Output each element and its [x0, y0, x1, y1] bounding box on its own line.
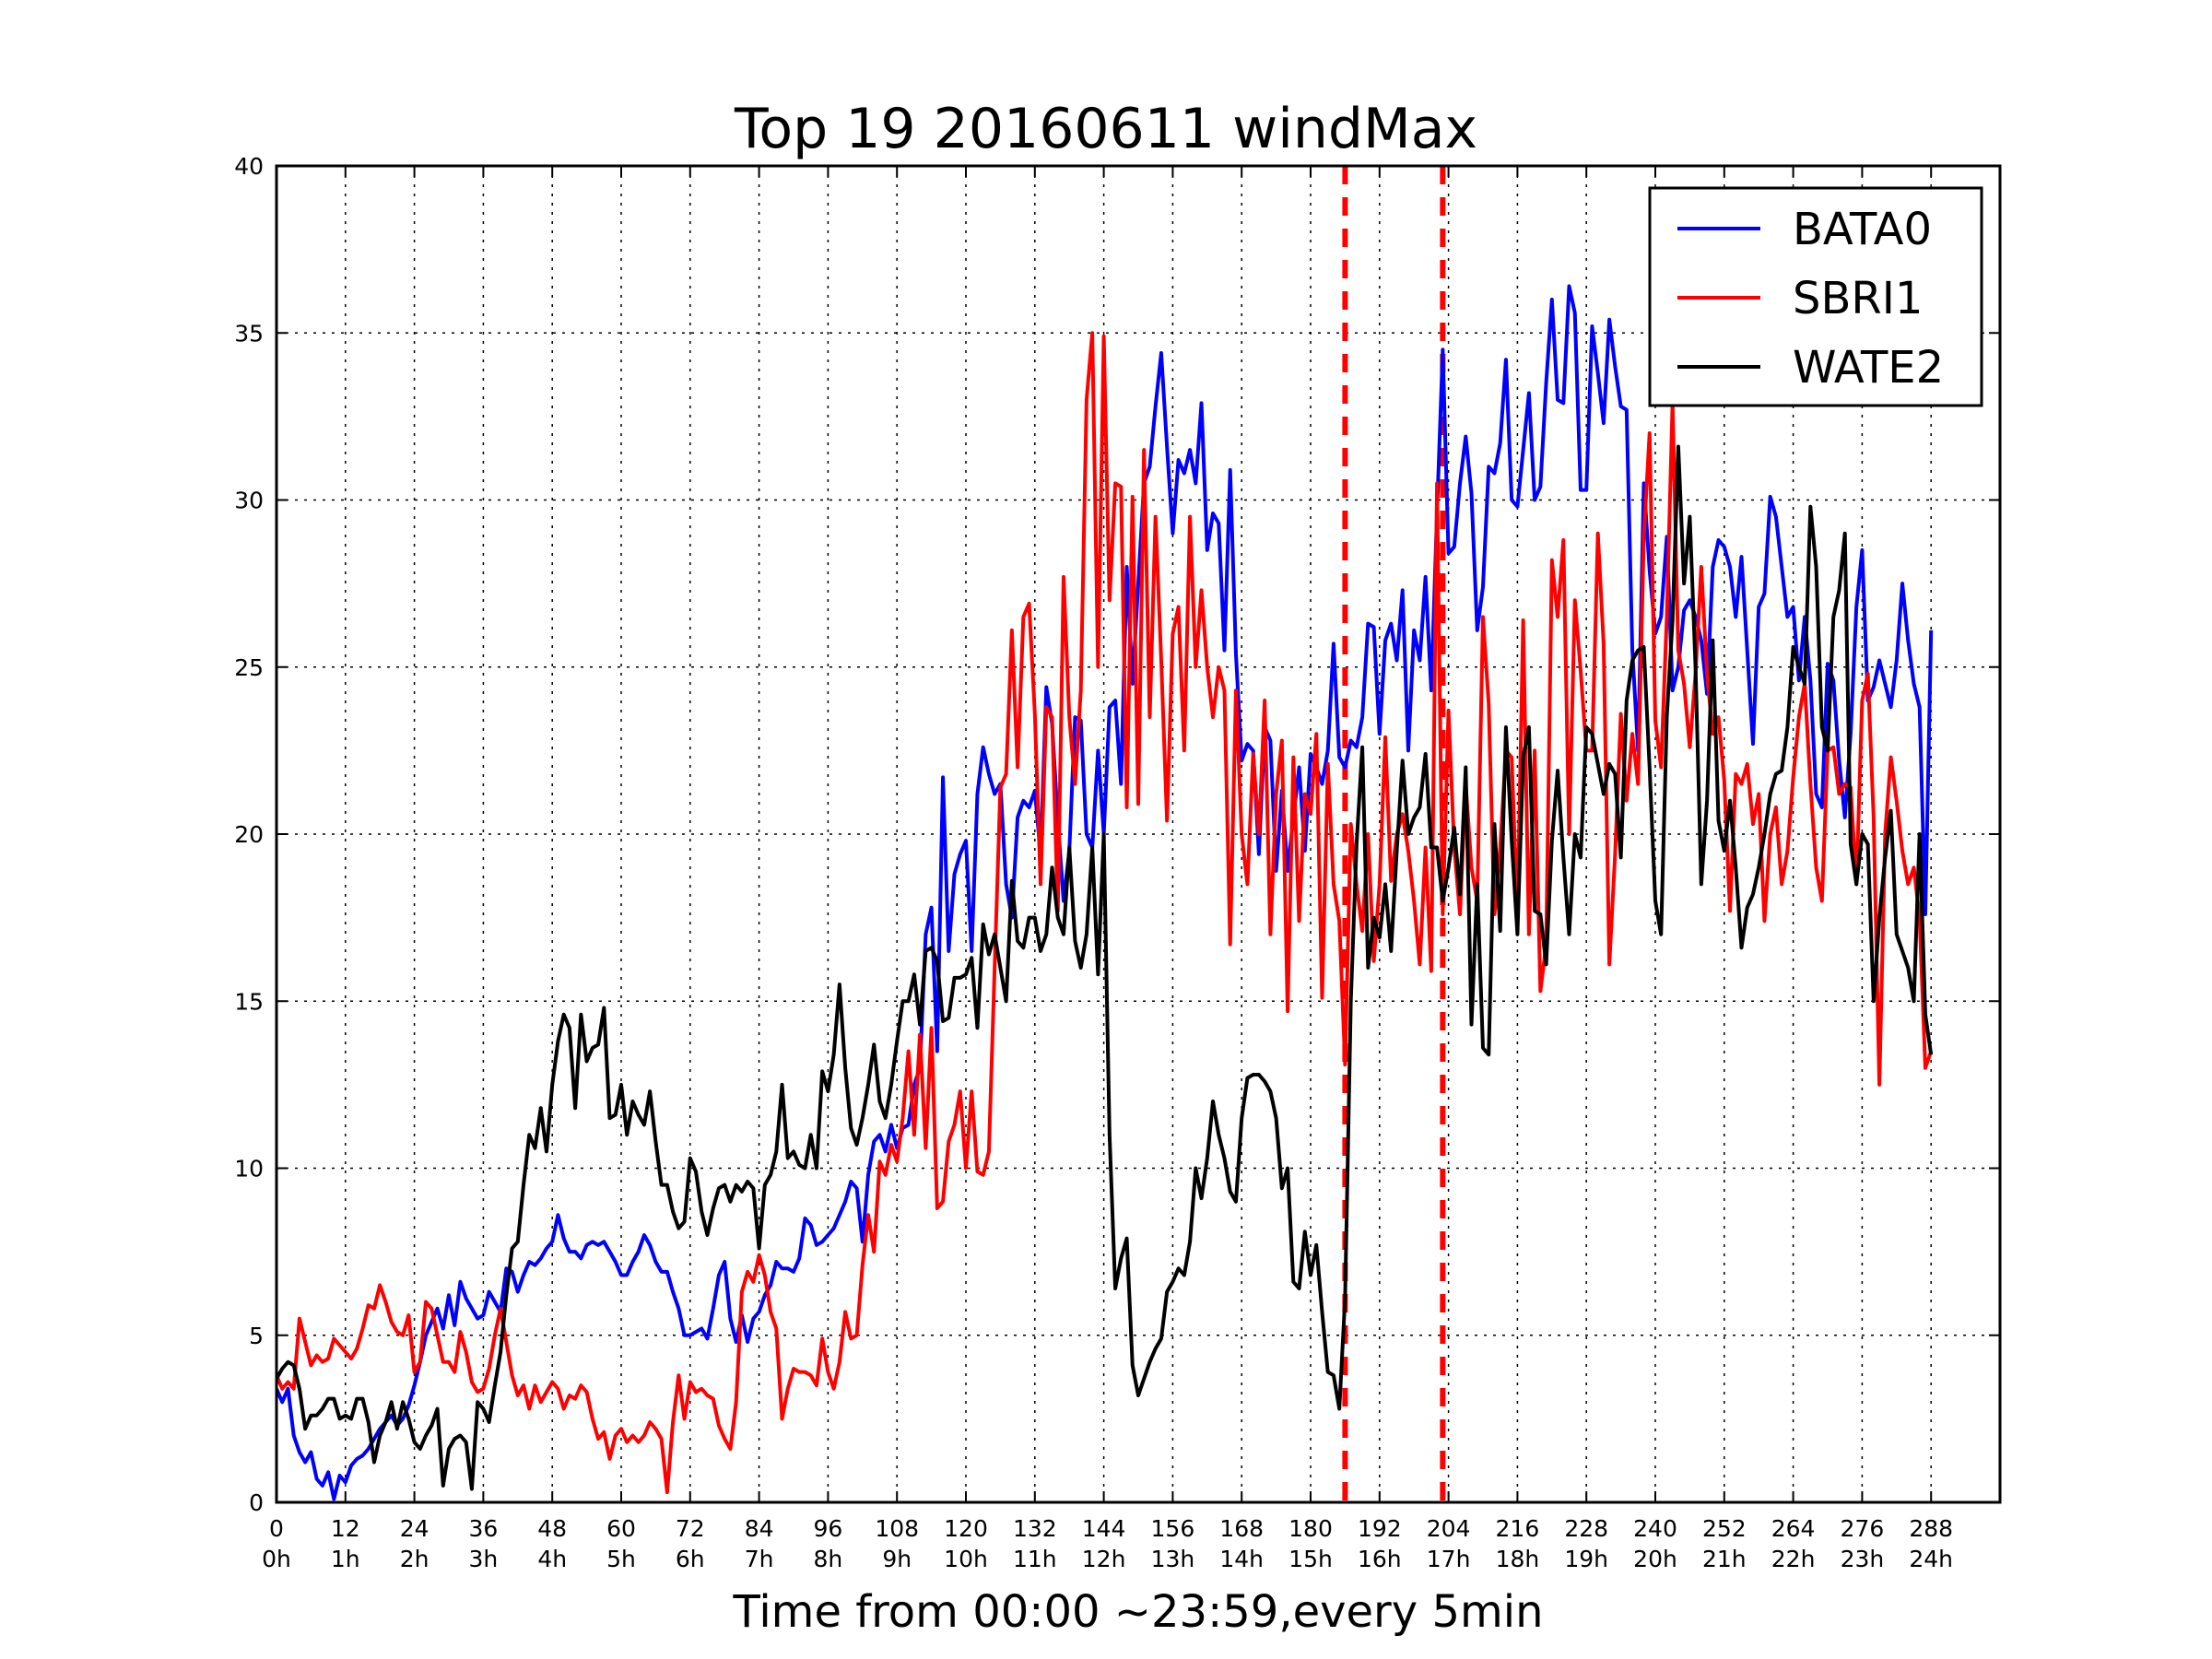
x-tick-sublabel: 17h — [1427, 1546, 1471, 1572]
x-tick-sublabel: 12h — [1082, 1546, 1126, 1572]
x-tick-label: 72 — [676, 1515, 705, 1542]
legend: BATA0 SBRI1 WATE2 — [1648, 186, 1983, 407]
series-line-sbri1 — [276, 331, 1934, 1495]
x-tick-sublabel: 16h — [1358, 1546, 1402, 1572]
y-tick-label: 40 — [234, 153, 264, 180]
x-tick-sublabel: 21h — [1702, 1546, 1747, 1572]
x-tick-label: 120 — [944, 1515, 988, 1542]
series-line-wate2 — [276, 444, 1934, 1491]
x-tick-sublabel: 8h — [814, 1546, 843, 1572]
x-tick-label: 144 — [1082, 1515, 1126, 1542]
x-tick-sublabel: 14h — [1219, 1546, 1264, 1572]
x-tick-sublabel: 15h — [1288, 1546, 1333, 1572]
x-tick-sublabel: 22h — [1771, 1546, 1816, 1572]
x-tick-sublabel: 9h — [882, 1546, 912, 1572]
x-tick-sublabel: 13h — [1151, 1546, 1195, 1572]
x-tick-label: 228 — [1564, 1515, 1608, 1542]
y-tick-label: 20 — [234, 821, 264, 848]
x-tick-label: 60 — [606, 1515, 636, 1542]
y-tick-label: 0 — [249, 1489, 264, 1516]
x-tick-label: 204 — [1427, 1515, 1471, 1542]
y-tick-label: 30 — [234, 488, 264, 514]
x-tick-sublabel: 1h — [331, 1546, 360, 1572]
x-tick-sublabel: 4h — [537, 1546, 567, 1572]
x-tick-label: 36 — [468, 1515, 498, 1542]
y-tick-label: 5 — [249, 1323, 264, 1349]
x-tick-sublabel: 0h — [262, 1546, 291, 1572]
x-tick-label: 252 — [1702, 1515, 1747, 1542]
plot-area — [276, 284, 1934, 1501]
x-tick-sublabel: 23h — [1841, 1546, 1885, 1572]
x-tick-sublabel: 20h — [1633, 1546, 1677, 1572]
legend-label: WATE2 — [1793, 342, 1944, 394]
x-tick-sublabel: 3h — [469, 1546, 499, 1572]
x-tick-label: 24 — [400, 1515, 429, 1542]
x-tick-label: 0 — [269, 1515, 284, 1542]
x-tick-label: 168 — [1219, 1515, 1264, 1542]
series-layer — [276, 284, 1934, 1501]
x-tick-label: 96 — [813, 1515, 842, 1542]
x-tick-label: 12 — [331, 1515, 360, 1542]
x-tick-sublabel: 11h — [1013, 1546, 1057, 1572]
x-tick-label: 192 — [1358, 1515, 1402, 1542]
x-tick-label: 156 — [1151, 1515, 1195, 1542]
y-tick-label: 25 — [234, 654, 264, 681]
x-tick-label: 132 — [1013, 1515, 1057, 1542]
x-tick-label: 288 — [1909, 1515, 1953, 1542]
y-tick-labels: 0 5 10 15 20 25 30 35 40 — [234, 153, 264, 1516]
legend-label: SBRI1 — [1793, 273, 1923, 324]
axis-ticks — [276, 165, 2000, 1503]
x-tick-label: 264 — [1771, 1515, 1816, 1542]
y-tick-label: 15 — [234, 988, 264, 1015]
x-axis-label: Time from 00:00 ~23:59,every 5min — [733, 1586, 1544, 1638]
y-tick-label: 10 — [234, 1156, 264, 1182]
x-tick-sublabel: 7h — [745, 1546, 774, 1572]
x-tick-label: 84 — [745, 1515, 774, 1542]
y-tick-label: 35 — [234, 320, 264, 347]
x-tick-label: 216 — [1496, 1515, 1540, 1542]
chart-title: Top 19 20160611 windMax — [734, 97, 1477, 161]
x-tick-sublabel: 10h — [944, 1546, 988, 1572]
x-tick-sublabel: 6h — [676, 1546, 705, 1572]
x-tick-label: 48 — [537, 1515, 567, 1542]
x-tick-label: 108 — [875, 1515, 919, 1542]
x-tick-sublabel: 5h — [606, 1546, 636, 1572]
x-tick-sublabel: 19h — [1564, 1546, 1608, 1572]
x-tick-sublabel: 2h — [400, 1546, 429, 1572]
x-tick-label: 180 — [1288, 1515, 1333, 1542]
x-tick-sublabel: 18h — [1496, 1546, 1540, 1572]
x-tick-label: 276 — [1841, 1515, 1885, 1542]
x-tick-sublabel: 24h — [1909, 1546, 1953, 1572]
legend-label: BATA0 — [1793, 204, 1932, 255]
x-tick-labels: 0 0h 12 1h 24 2h 36 3h 48 4h 60 5h 72 6h 84 7h 96 8h 108 9h… — [262, 1515, 1953, 1572]
x-tick-label: 240 — [1633, 1515, 1677, 1542]
